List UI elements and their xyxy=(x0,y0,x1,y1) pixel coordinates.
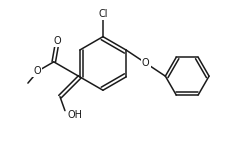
Text: O: O xyxy=(33,66,41,76)
Text: O: O xyxy=(54,36,61,46)
Text: OH: OH xyxy=(68,110,83,120)
Text: Cl: Cl xyxy=(98,9,108,19)
Text: O: O xyxy=(142,58,150,68)
